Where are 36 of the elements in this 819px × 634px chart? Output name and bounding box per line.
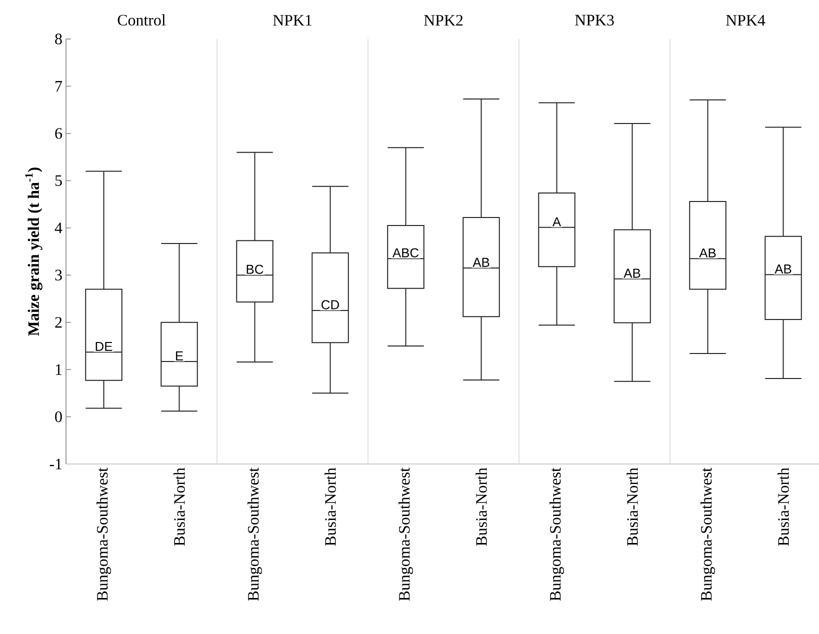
y-tick-label: 0 <box>55 411 62 422</box>
chart-title: NPK4 <box>726 15 766 26</box>
y-tick-label: 5 <box>55 175 62 186</box>
annotation: ABC <box>392 248 419 258</box>
annotation: AB <box>699 248 716 258</box>
x-tick-label: Busia-North <box>626 468 638 546</box>
x-tick-label: Bungoma-Southwest <box>700 468 716 601</box>
y-tick-label: -1 <box>50 458 62 470</box>
x-tick-label: Busia-North <box>476 468 487 546</box>
annotation: E <box>176 351 184 360</box>
chart-title: Control <box>118 14 166 26</box>
y-tick-label: 7 <box>56 81 62 92</box>
chart-title: NPK2 <box>424 14 463 26</box>
annotation: BC <box>246 264 264 274</box>
chart-title: NPK1 <box>273 15 312 26</box>
annotation: AB <box>774 264 792 274</box>
chart-title: NPK3 <box>575 14 614 26</box>
annotation: CD <box>322 300 339 310</box>
x-tick-label: Busia-North <box>778 468 789 546</box>
annotation: A <box>552 217 562 226</box>
x-tick-label: Busia-North <box>174 468 185 546</box>
y-tick-label: 1 <box>56 364 62 375</box>
annotation: DE <box>96 342 112 351</box>
y-tick-label: 2 <box>55 317 62 328</box>
y-tick-label: 3 <box>55 270 62 280</box>
annotation: AB <box>472 258 490 267</box>
y-axis-title: Maize grain yield (t ha$^{-1}$) <box>25 168 42 336</box>
x-tick-label: Bungoma-Southwest <box>96 468 111 601</box>
x-tick-label: Bungoma-Southwest <box>550 468 564 601</box>
x-tick-label: Busia-North <box>324 468 336 546</box>
y-tick-label: 8 <box>55 34 62 44</box>
y-tick-label: 4 <box>54 222 62 234</box>
y-tick-label: 6 <box>55 128 62 139</box>
x-tick-label: Bungoma-Southwest <box>248 468 262 601</box>
x-tick-label: Bungoma-Southwest <box>398 468 413 601</box>
annotation: AB <box>624 268 640 278</box>
